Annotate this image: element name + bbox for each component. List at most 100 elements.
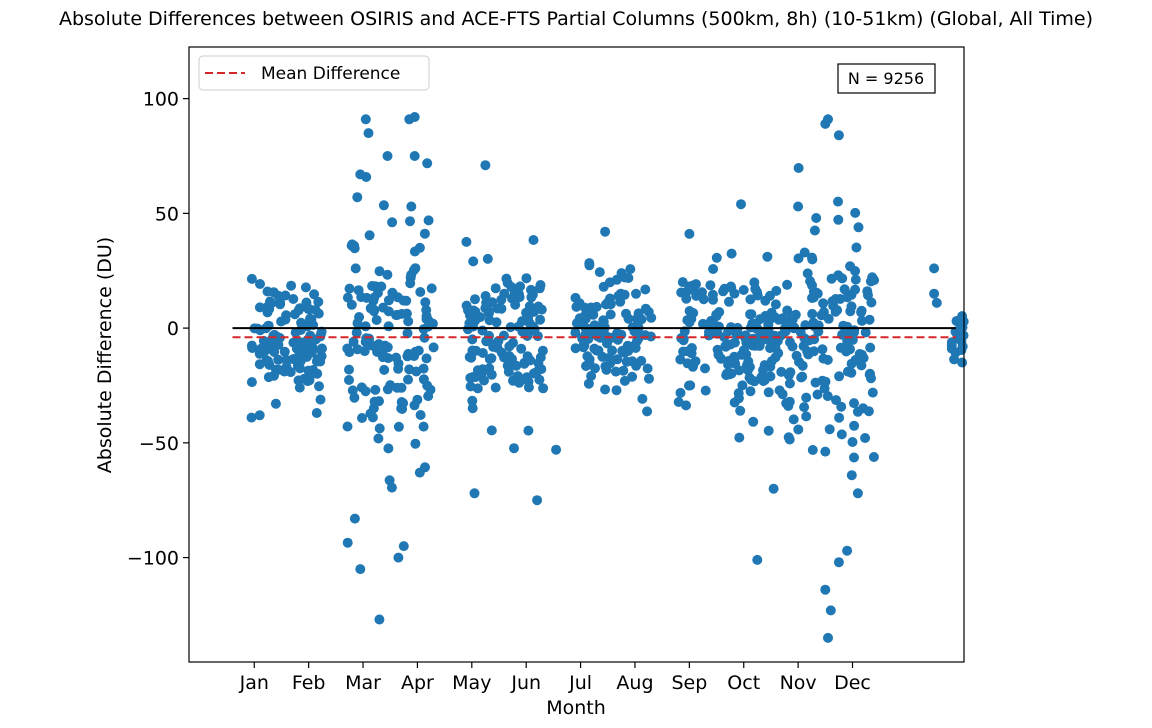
x-tick-label: Apr [401, 672, 434, 694]
data-point [768, 483, 779, 494]
data-point [346, 299, 357, 310]
data-point [246, 412, 257, 423]
data-point [526, 292, 537, 303]
data-point [799, 247, 810, 258]
data-point [397, 404, 408, 414]
data-point [623, 273, 634, 283]
data-point [385, 380, 396, 391]
data-point [852, 406, 863, 417]
data-point [955, 325, 966, 336]
data-point [754, 340, 765, 351]
data-point [509, 443, 519, 454]
data-point [630, 343, 641, 353]
data-point [957, 357, 968, 368]
data-point [743, 365, 753, 376]
data-point [418, 363, 429, 374]
data-point [528, 235, 539, 245]
data-point [309, 289, 320, 300]
data-point [711, 309, 722, 320]
data-point [615, 296, 626, 307]
data-point [403, 374, 413, 385]
data-point [644, 373, 654, 384]
data-point [584, 258, 595, 269]
data-point [423, 391, 434, 402]
data-point [303, 365, 314, 376]
data-point [836, 429, 847, 440]
data-point [305, 313, 315, 324]
data-point [403, 316, 414, 327]
data-point [486, 353, 497, 364]
data-point [828, 300, 839, 311]
data-point [299, 373, 310, 384]
data-point [467, 403, 478, 414]
data-point [749, 277, 760, 288]
data-point [636, 314, 647, 325]
data-point [808, 317, 819, 328]
data-point [763, 314, 774, 325]
data-point [631, 288, 641, 299]
data-point [311, 408, 322, 418]
data-point [807, 308, 818, 319]
data-point [818, 298, 829, 309]
y-tick-label: −50 [139, 433, 179, 455]
data-point [402, 328, 413, 339]
data-point [415, 287, 426, 297]
data-point [807, 252, 817, 263]
data-point [833, 130, 844, 141]
data-point [510, 299, 521, 310]
data-point [787, 314, 798, 325]
data-point [378, 302, 389, 313]
data-point [523, 313, 534, 324]
data-point [273, 290, 284, 301]
data-point [793, 253, 804, 264]
data-point [762, 251, 773, 262]
data-point [467, 395, 478, 406]
data-point [393, 552, 404, 563]
data-point [360, 114, 371, 125]
data-point [288, 294, 299, 304]
data-point [265, 296, 275, 307]
data-point [264, 304, 275, 314]
data-point [344, 283, 355, 294]
data-point [791, 350, 802, 361]
data-point [808, 292, 819, 303]
data-point [470, 294, 480, 305]
data-point [534, 374, 545, 385]
data-point [866, 297, 877, 308]
data-point [349, 240, 360, 251]
data-point [370, 384, 381, 395]
data-point [521, 372, 532, 383]
data-point [762, 324, 773, 335]
x-tick-label: Mar [345, 672, 381, 694]
data-point [472, 365, 483, 376]
data-point [271, 364, 281, 375]
data-points [246, 112, 969, 643]
data-point [526, 284, 536, 295]
data-point [254, 359, 265, 370]
data-point [419, 332, 430, 343]
data-point [480, 291, 491, 301]
data-point [863, 406, 874, 417]
data-point [536, 364, 547, 375]
data-point [359, 346, 370, 357]
data-point [262, 286, 273, 297]
data-point [502, 278, 513, 288]
data-point [355, 169, 366, 180]
data-point [682, 346, 693, 357]
data-point [784, 434, 795, 445]
data-point [398, 541, 409, 552]
data-point [929, 288, 940, 299]
data-point [776, 366, 787, 377]
data-point [700, 363, 710, 374]
data-point [369, 281, 380, 292]
data-point [483, 335, 494, 346]
y-tick-label: −100 [127, 548, 179, 570]
data-point [759, 375, 770, 386]
data-point [344, 364, 354, 375]
sample-count-annotation: N = 9256 [837, 63, 936, 94]
data-point [496, 303, 507, 314]
data-point [294, 382, 305, 393]
data-point [793, 163, 804, 173]
data-point [352, 192, 363, 203]
data-point [718, 286, 729, 297]
